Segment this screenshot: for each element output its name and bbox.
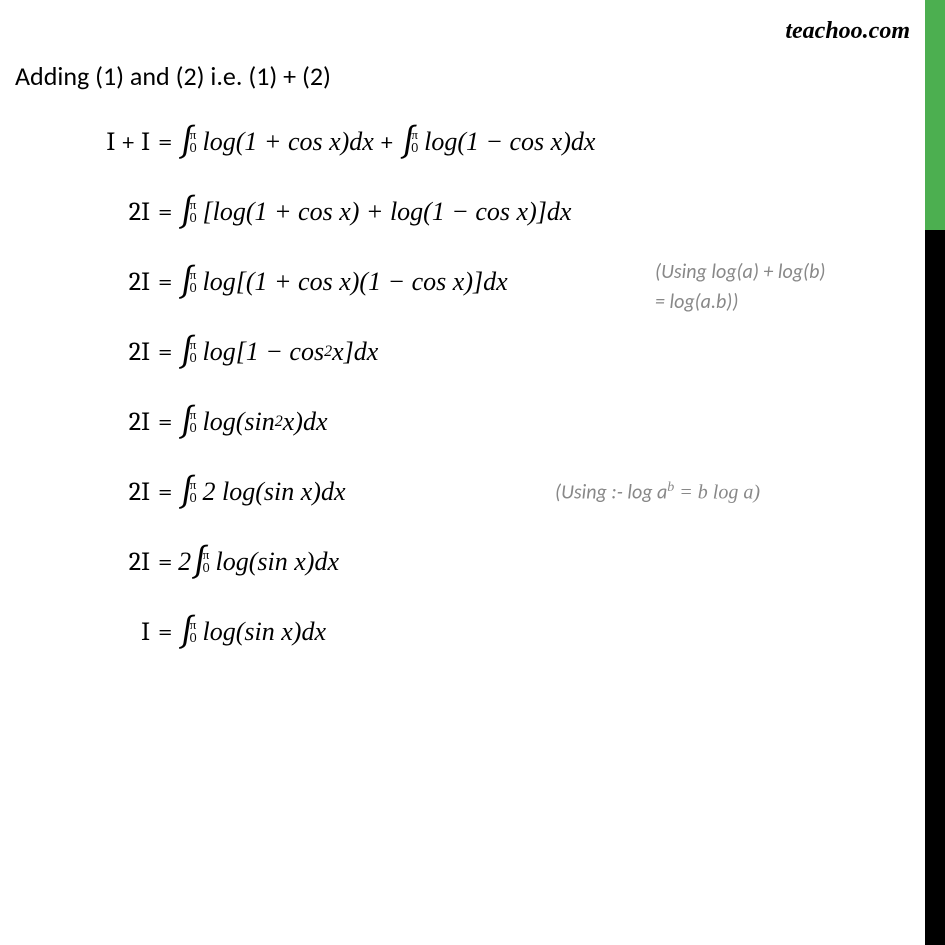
rhs-1b: log(1 − cos x)dx	[424, 127, 595, 157]
rhs-5b: x)dx	[283, 407, 328, 437]
lhs-4: 2I	[115, 337, 150, 367]
integral-sign: ∫	[180, 262, 193, 302]
note-2c: = b log a)	[674, 482, 760, 504]
equation-row-2: 2I = ∫ π 0 [log(1 + cos x) + log(1 − cos…	[115, 192, 915, 232]
integral-sign: ∫	[180, 192, 193, 232]
heading-text: Adding (1) and (2) i.e. (1) + (2)	[15, 60, 915, 92]
equation-row-1: I + I = ∫ π 0 log(1 + cos x)dx + ∫ π 0 l…	[75, 122, 915, 162]
lhs-5: 2I	[115, 407, 150, 437]
lhs-1: I + I	[75, 127, 150, 157]
eq-sign: =	[158, 617, 178, 647]
lhs-2: 2I	[115, 197, 150, 227]
equation-row-3: 2I = ∫ π 0 log[(1 + cos x)(1 − cos x)]dx…	[115, 262, 915, 302]
rhs-4a: log[1 − cos	[203, 337, 325, 367]
rhs-7pre: 2	[178, 547, 191, 577]
note-1-line1: (Using log(a) + log(b)	[655, 260, 825, 284]
integral-sign: ∫	[180, 472, 193, 512]
eq-sign: =	[158, 197, 178, 227]
note-1-line2: = log(a.b))	[655, 290, 738, 314]
integral-sign: ∫	[180, 122, 193, 162]
integral-7: ∫ π 0	[193, 542, 213, 582]
equation-row-6: 2I = ∫ π 0 2 log(sin x)dx (Using :- log …	[115, 472, 915, 512]
note-1: (Using log(a) + log(b) = log(a.b))	[655, 257, 825, 317]
watermark: teachoo.com	[785, 18, 910, 45]
integral-sign: ∫	[180, 332, 193, 372]
rhs-3: log[(1 + cos x)(1 − cos x)]dx	[203, 267, 508, 297]
plus-sign: +	[374, 127, 400, 157]
integral-sign: ∫	[193, 542, 206, 582]
rhs-1a: log(1 + cos x)dx	[203, 127, 374, 157]
rhs-6: 2 log(sin x)dx	[203, 477, 346, 507]
equation-row-7: 2I = 2 ∫ π 0 log(sin x)dx	[115, 542, 915, 582]
integral-4: ∫ π 0	[180, 332, 200, 372]
note-2: (Using :- log ab = b log a)	[555, 477, 760, 508]
eq-sign: =	[158, 477, 178, 507]
exp-2: 2	[324, 343, 332, 361]
integral-5: ∫ π 0	[180, 402, 200, 442]
rhs-5a: log(sin	[203, 407, 275, 437]
integral-3: ∫ π 0	[180, 262, 200, 302]
integral-1b: ∫ π 0	[402, 122, 422, 162]
rhs-7: log(sin x)dx	[216, 547, 339, 577]
eq-sign: =	[158, 267, 178, 297]
eq-sign: =	[158, 547, 178, 577]
equation-row-4: 2I = ∫ π 0 log[1 − cos2 x]dx	[115, 332, 915, 372]
eq-sign: =	[158, 127, 178, 157]
integral-sign: ∫	[180, 612, 193, 652]
note-2a: (Using :- log a	[555, 481, 667, 505]
integral-sign: ∫	[180, 402, 193, 442]
rhs-2: [log(1 + cos x) + log(1 − cos x)]dx	[203, 197, 572, 227]
integral-1a: ∫ π 0	[180, 122, 200, 162]
eq-sign: =	[158, 337, 178, 367]
side-accent-green	[925, 0, 945, 230]
rhs-4b: x]dx	[332, 337, 378, 367]
lhs-6: 2I	[115, 477, 150, 507]
integral-2: ∫ π 0	[180, 192, 200, 232]
integral-6: ∫ π 0	[180, 472, 200, 512]
lhs-8: I	[130, 617, 150, 647]
lhs-7: 2I	[115, 547, 150, 577]
content-area: Adding (1) and (2) i.e. (1) + (2) I + I …	[15, 60, 915, 682]
rhs-8: log(sin x)dx	[203, 617, 326, 647]
integral-sign: ∫	[402, 122, 415, 162]
lhs-3: 2I	[115, 267, 150, 297]
eq-sign: =	[158, 407, 178, 437]
exp-2: 2	[275, 413, 283, 431]
equation-row-8: I = ∫ π 0 log(sin x)dx	[130, 612, 915, 652]
side-accent-black	[925, 230, 945, 945]
equation-row-5: 2I = ∫ π 0 log(sin2 x)dx	[115, 402, 915, 442]
integral-8: ∫ π 0	[180, 612, 200, 652]
